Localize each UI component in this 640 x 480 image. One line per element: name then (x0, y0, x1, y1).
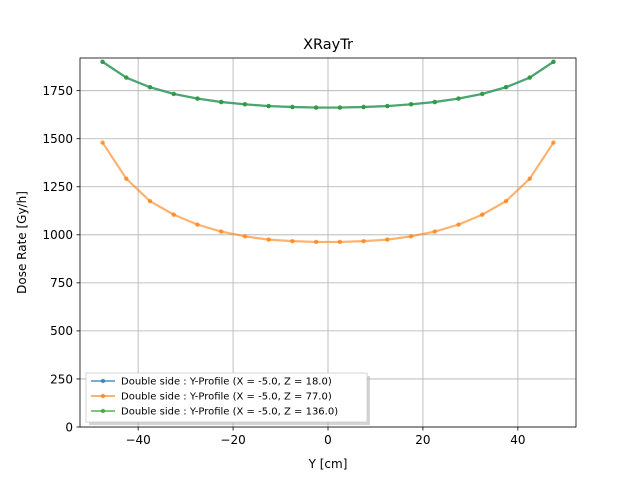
y-tick-label: 1750 (42, 84, 73, 98)
legend-marker-2 (100, 393, 106, 399)
data-point (385, 103, 390, 109)
data-point (408, 234, 414, 239)
x-tick-label: 40 (510, 433, 525, 447)
data-point (266, 103, 271, 109)
y-tick-label: 250 (50, 372, 73, 386)
legend-marker-1 (100, 378, 106, 384)
y-tick-label: 1500 (42, 132, 73, 146)
data-point (432, 99, 437, 105)
data-point (124, 176, 129, 181)
data-point (195, 222, 200, 227)
data-point (242, 234, 248, 239)
data-point (361, 238, 366, 244)
data-point (290, 104, 295, 110)
y-tick-label: 0 (65, 420, 73, 434)
legend-label-1: Double side : Y-Profile (X = -5.0, Z = 1… (121, 377, 332, 388)
data-point (242, 102, 248, 107)
series-line (101, 141, 555, 244)
data-point (432, 229, 437, 234)
data-point (480, 91, 485, 97)
series-3 (100, 59, 556, 110)
data-point (171, 212, 176, 217)
data-point (337, 239, 343, 245)
y-tick-label: 500 (50, 324, 73, 338)
data-point (313, 239, 319, 245)
data-point (503, 198, 509, 204)
data-point (361, 104, 366, 110)
data-point (266, 237, 271, 242)
data-point (313, 105, 319, 110)
data-point (290, 238, 295, 244)
data-point (219, 229, 224, 234)
data-point (337, 105, 343, 110)
y-axis: 0 250 500 750 1000 1250 1500 1750 (42, 84, 80, 434)
data-point (100, 140, 105, 145)
series-2 (100, 140, 556, 245)
y-tick-label: 750 (50, 276, 73, 290)
legend-label-2: Double side : Y-Profile (X = -5.0, Z = 7… (121, 392, 332, 403)
data-point (456, 222, 461, 227)
data-point (147, 198, 153, 204)
x-axis-label: Y [cm] (308, 457, 348, 471)
data-point (124, 75, 129, 80)
data-point (195, 96, 200, 101)
data-point (456, 96, 461, 101)
data-point (147, 85, 153, 90)
series-layer (100, 59, 556, 245)
x-tick-label: 0 (324, 433, 332, 447)
x-tick-label: −20 (220, 433, 245, 447)
x-tick-label: −40 (125, 433, 150, 447)
x-tick-label: 20 (415, 433, 430, 447)
x-axis: −40 −20 0 20 40 (125, 427, 525, 447)
y-tick-label: 1000 (42, 228, 73, 242)
chart-title: XRayTr (303, 37, 353, 53)
legend-marker-3 (100, 408, 106, 414)
data-point (527, 176, 532, 181)
data-point (100, 59, 105, 65)
data-point (503, 85, 509, 90)
data-point (171, 91, 176, 97)
legend-label-3: Double side : Y-Profile (X = -5.0, Z = 1… (121, 407, 338, 418)
data-point (551, 59, 556, 65)
y-axis-label: Dose Rate [Gy/h] (15, 191, 29, 294)
data-point (219, 99, 224, 105)
data-point (408, 102, 414, 107)
data-point (480, 212, 485, 217)
data-point (385, 237, 390, 242)
data-point (551, 140, 556, 145)
legend: Double side : Y-Profile (X = -5.0, Z = 1… (85, 372, 370, 425)
y-tick-label: 1250 (42, 180, 73, 194)
series-line (101, 60, 555, 109)
data-point (527, 75, 532, 80)
legend-box (85, 372, 368, 423)
